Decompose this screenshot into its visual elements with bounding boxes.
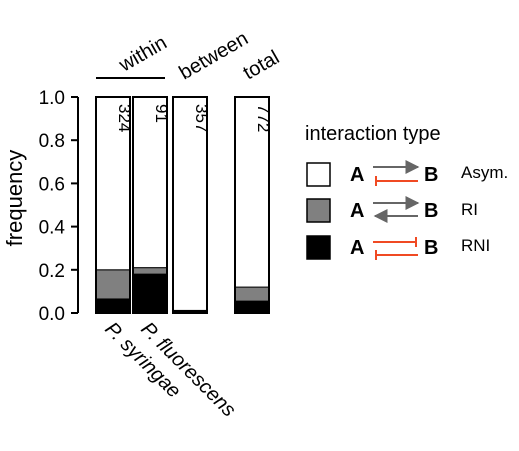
legend-swatch-asym: [307, 163, 330, 186]
legend-title: interaction type: [305, 123, 441, 145]
group-label-between: between: [176, 27, 252, 84]
count-label-psyringae: 324: [115, 104, 134, 132]
bar-segment-rni-1: [133, 274, 167, 313]
legend-label-rni: RNI: [461, 236, 490, 255]
legend-node-a-ri: A: [350, 200, 364, 222]
bar-segment-ri-1: [133, 268, 167, 274]
legend-node-b-rni: B: [424, 237, 438, 259]
y-tick-label: 0.4: [39, 218, 66, 239]
legend-label-asym: Asym.: [461, 163, 508, 182]
legend-node-b-ri: B: [424, 200, 438, 222]
count-label-between: 357: [192, 104, 211, 132]
y-tick-label: 0.0: [39, 304, 65, 325]
group-label-within: within: [115, 32, 171, 77]
legend-swatch-rni: [307, 236, 330, 259]
bar-segment-ri-3: [235, 287, 269, 301]
legend-node-a-rni: A: [350, 237, 364, 259]
bar-segment-rni-3: [235, 301, 269, 313]
group-label-total: total: [240, 46, 284, 84]
y-tick-label: 0.8: [39, 131, 65, 152]
legend-label-ri: RI: [461, 200, 478, 219]
count-label-total: 772: [254, 104, 273, 132]
legend: interaction type A B Asym. A B RI A B RN…: [305, 123, 508, 260]
bar-segment-ri-0: [96, 270, 130, 299]
y-tick-label: 0.6: [39, 174, 65, 195]
y-tick-label: 0.2: [39, 261, 65, 282]
y-axis: 0.0 0.2 0.4 0.6 0.8 1.0: [39, 88, 78, 325]
legend-node-b-asym: B: [424, 164, 438, 186]
legend-node-a-asym: A: [350, 164, 364, 186]
y-axis-label: frequency: [2, 150, 27, 247]
legend-swatch-ri: [307, 199, 330, 222]
bar-segment-rni-0: [96, 299, 130, 313]
y-tick-label: 1.0: [39, 88, 65, 109]
count-label-pfluorescens: 91: [152, 104, 171, 123]
